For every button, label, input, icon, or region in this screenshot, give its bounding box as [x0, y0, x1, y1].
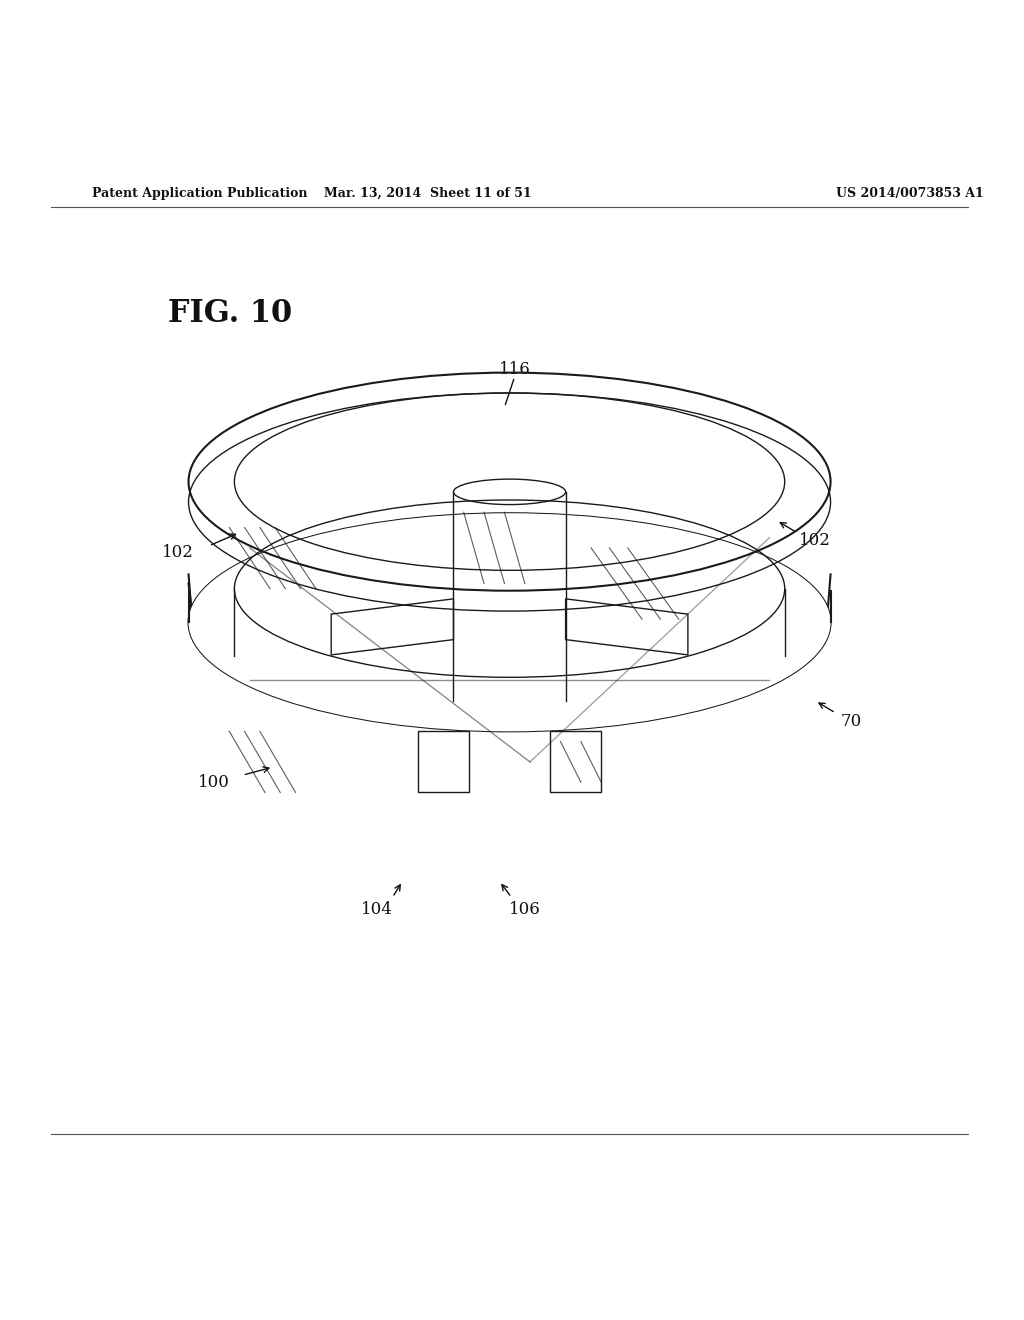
Text: FIG. 10: FIG. 10	[168, 298, 292, 329]
Ellipse shape	[188, 513, 830, 731]
Text: 106: 106	[509, 902, 541, 919]
Text: 102: 102	[163, 544, 195, 561]
Text: 104: 104	[361, 902, 393, 919]
Text: Mar. 13, 2014  Sheet 11 of 51: Mar. 13, 2014 Sheet 11 of 51	[325, 186, 531, 199]
Text: US 2014/0073853 A1: US 2014/0073853 A1	[836, 186, 983, 199]
Text: 102: 102	[800, 532, 831, 549]
Text: Patent Application Publication: Patent Application Publication	[92, 186, 307, 199]
Text: 116: 116	[499, 362, 530, 378]
Text: 70: 70	[841, 713, 862, 730]
Text: 100: 100	[198, 774, 230, 791]
